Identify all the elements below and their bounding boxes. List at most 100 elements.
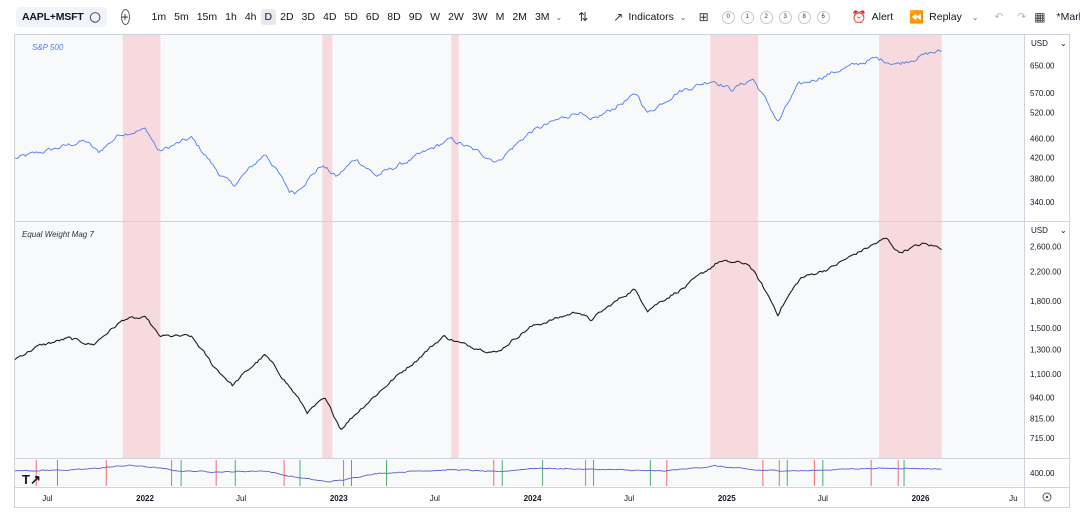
series-legend: Equal Weight Mag 7 [22, 230, 94, 239]
shaded-period [710, 222, 759, 458]
interval-2d[interactable]: 2D [280, 11, 294, 23]
pane-background [15, 35, 1024, 221]
chart-frame[interactable] [14, 34, 1070, 508]
alert-label: Alert [871, 11, 894, 23]
interval-15m[interactable]: 15m [196, 11, 218, 23]
price-tick-label: 2,600.00 [1030, 243, 1062, 252]
layout-option[interactable]: 2 [759, 10, 773, 24]
price-tick-label: 815.00 [1030, 414, 1055, 423]
interval-6d[interactable]: 6D [365, 11, 380, 23]
time-tick-label: Jul [430, 494, 440, 503]
shaded-period [322, 35, 333, 221]
currency-label: USD [1031, 39, 1048, 48]
shaded-period [122, 35, 161, 221]
shaded-period [879, 222, 942, 458]
interval-5m[interactable]: 5m [174, 11, 189, 23]
rewind-icon: ⏪ [909, 10, 925, 24]
interval-3w[interactable]: 3W [471, 11, 488, 23]
indicators-label: Indicators [628, 11, 674, 23]
interval-w[interactable]: W [430, 11, 441, 23]
layout-option[interactable]: 1 [740, 10, 754, 24]
time-tick-label: 2025 [718, 494, 736, 503]
price-tick-label: 400.00 [1030, 469, 1055, 478]
time-tick-label: Jul [236, 494, 246, 503]
price-tick-label: 570.00 [1030, 89, 1055, 98]
layout-option[interactable]: 6 [816, 10, 830, 24]
time-tick-label: 2024 [524, 494, 542, 503]
price-tick-label: 1,300.00 [1030, 345, 1062, 354]
interval-3d[interactable]: 3D [301, 11, 315, 23]
time-tick-label: Jul [42, 494, 52, 503]
add-symbol-icon[interactable]: + [120, 9, 130, 25]
shaded-period [451, 35, 459, 221]
settings-gear-icon[interactable] [1042, 492, 1052, 502]
symbol-search-button[interactable]: AAPL+MSFT ◯ [16, 7, 107, 27]
shaded-period [451, 222, 459, 458]
time-tick-label: Ju [1009, 494, 1017, 503]
time-tick-label: Jul [818, 494, 828, 503]
interval-d[interactable]: D [260, 9, 277, 25]
indicators-button[interactable]: ↗ Indicators [609, 10, 678, 24]
alert-button[interactable]: ⏰ Alert [848, 10, 898, 24]
currency-dropdown-icon[interactable]: ⌄ [1060, 226, 1067, 235]
sp500-series-line [14, 49, 942, 195]
indicators-icon: ↗ [613, 10, 624, 24]
price-tick-label: 380.00 [1030, 175, 1055, 184]
interval-3m[interactable]: 3M [534, 11, 550, 23]
mag7-series-line [14, 237, 942, 430]
price-tick-label: 420.00 [1030, 154, 1055, 163]
time-tick-label: 2023 [330, 494, 348, 503]
chevron-down-icon[interactable]: ⌄ [971, 12, 979, 22]
interval-2w[interactable]: 2W [448, 11, 464, 23]
interval-1h[interactable]: 1h [225, 11, 237, 23]
layout-option[interactable]: 0 [721, 10, 735, 24]
replay-button[interactable]: ⏪ Replay [905, 10, 966, 24]
chevron-down-icon[interactable]: ⌄ [555, 12, 563, 22]
table-icon: ▦ [1034, 10, 1046, 24]
price-tick-label: 1,800.00 [1030, 297, 1062, 306]
shaded-period [122, 222, 161, 458]
layout-grid-button[interactable]: ⊞ [695, 10, 718, 24]
shaded-period [710, 35, 759, 221]
redo-icon[interactable]: ↷ [1017, 11, 1027, 23]
interval-m[interactable]: M [495, 11, 505, 23]
layout-name: *Market Health [1056, 11, 1080, 23]
layout-option[interactable]: 8 [797, 10, 811, 24]
price-tick-label: 520.00 [1030, 109, 1055, 118]
settings-gear-center [1045, 495, 1049, 499]
tradingview-logo: T↗ [22, 472, 41, 487]
layout-name-button[interactable]: ▦ *Market Health [1030, 10, 1080, 24]
currency-label: USD [1031, 226, 1048, 235]
price-tick-label: 1,100.00 [1030, 370, 1062, 379]
undo-icon[interactable]: ↶ [994, 11, 1004, 23]
currency-dropdown-icon[interactable]: ⌄ [1060, 39, 1067, 48]
interval-8d[interactable]: 8D [387, 11, 401, 23]
price-tick-label: 1,500.00 [1030, 324, 1062, 333]
shaded-period [879, 35, 942, 221]
interval-2m[interactable]: 2M [512, 11, 527, 23]
interval-list: 1m 5m 15m 1h 4h D 2D 3D 4D 5D 6D 8D 9D W 2W 3W M 2M 3M [148, 9, 554, 25]
interval-4d[interactable]: 4D [322, 11, 337, 23]
price-tick-label: 2,200.00 [1030, 267, 1062, 276]
series-legend: S&P 500 [32, 43, 64, 52]
interval-1m[interactable]: 1m [151, 11, 167, 23]
time-tick-label: Jul [624, 494, 634, 503]
time-tick-label: 2022 [136, 494, 154, 503]
price-tick-label: 340.00 [1030, 198, 1055, 207]
interval-4h[interactable]: 4h [244, 11, 257, 23]
candles-icon: ⇅ [578, 10, 589, 24]
top-toolbar: AAPL+MSFT ◯ + 1m 5m 15m 1h 4h D 2D 3D 4D 5D 6D 8D 9D… [0, 0, 1080, 34]
alarm-clock-icon: ⏰ [851, 10, 867, 24]
symbol-label: AAPL+MSFT [22, 11, 84, 23]
replay-label: Replay [929, 11, 962, 23]
interval-5d[interactable]: 5D [344, 11, 358, 23]
chart-type-button[interactable]: ⇅ [574, 10, 597, 24]
price-tick-label: 460.00 [1030, 134, 1055, 143]
layout-option[interactable]: 3 [778, 10, 792, 24]
pane-background [15, 459, 1024, 487]
time-tick-label: 2026 [912, 494, 930, 503]
interval-9d[interactable]: 9D [408, 11, 423, 23]
chevron-down-icon[interactable]: ⌄ [679, 12, 687, 22]
